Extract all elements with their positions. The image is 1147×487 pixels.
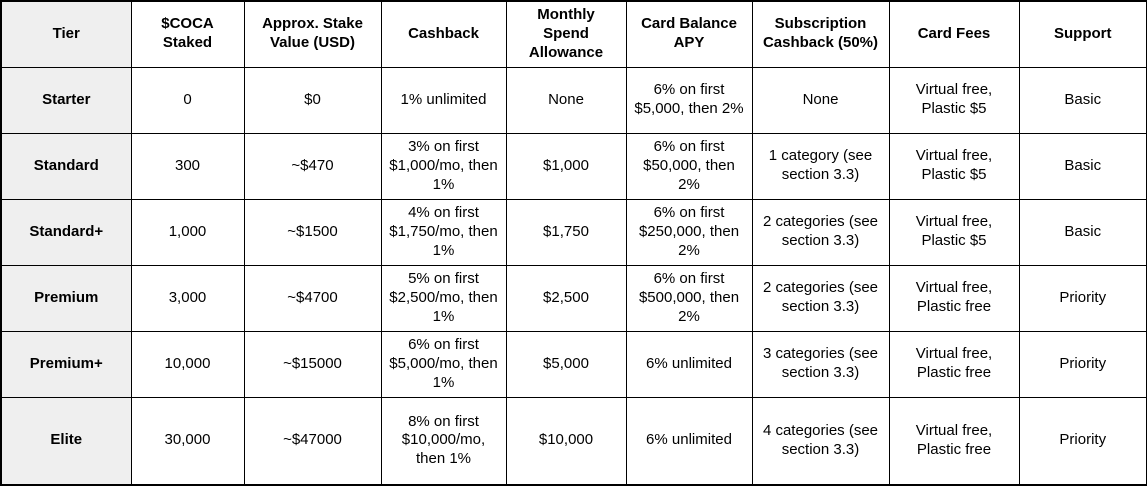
table-cell: $10,000 <box>505 396 627 486</box>
header-row: Tier $COCA Staked Approx. Stake Value (U… <box>0 0 1147 68</box>
table-cell: $0 <box>243 66 382 134</box>
table-cell: 3 categories (see section 3.3) <box>751 330 890 398</box>
table-cell: 6% on first $5,000/mo, then 1% <box>380 330 507 398</box>
table-cell: None <box>505 66 627 134</box>
table-cell: Virtual free, Plastic free <box>888 264 1020 332</box>
table-cell: 1,000 <box>130 198 245 266</box>
table-cell: 4% on first $1,750/mo, then 1% <box>380 198 507 266</box>
table-cell: 6% on first $50,000, then 2% <box>625 132 753 200</box>
column-header-card-balance-apy: Card Balance APY <box>625 0 753 68</box>
table-row-standard-plus: Standard+ 1,000 ~$1500 4% on first $1,75… <box>0 198 1147 266</box>
tier-cell: Premium <box>0 264 132 332</box>
table-cell: 2 categories (see section 3.3) <box>751 264 890 332</box>
table-row-starter: Starter 0 $0 1% unlimited None 6% on fir… <box>0 66 1147 134</box>
table-cell: Priority <box>1018 330 1147 398</box>
table-cell: 6% on first $5,000, then 2% <box>625 66 753 134</box>
table-row-premium: Premium 3,000 ~$4700 5% on first $2,500/… <box>0 264 1147 332</box>
table-cell: 6% unlimited <box>625 396 753 486</box>
table-cell: $1,000 <box>505 132 627 200</box>
table-cell: Virtual free, Plastic $5 <box>888 198 1020 266</box>
table-cell: Basic <box>1018 66 1147 134</box>
tier-cell: Starter <box>0 66 132 134</box>
table-cell: Virtual free, Plastic $5 <box>888 66 1020 134</box>
table-cell: 1% unlimited <box>380 66 507 134</box>
table-cell: None <box>751 66 890 134</box>
table-cell: $1,750 <box>505 198 627 266</box>
table-cell: Virtual free, Plastic free <box>888 396 1020 486</box>
table-cell: ~$47000 <box>243 396 382 486</box>
table-cell: 6% on first $250,000, then 2% <box>625 198 753 266</box>
table-cell: 5% on first $2,500/mo, then 1% <box>380 264 507 332</box>
tier-cell: Premium+ <box>0 330 132 398</box>
table-cell: $2,500 <box>505 264 627 332</box>
table-cell: Basic <box>1018 132 1147 200</box>
tier-cell: Standard+ <box>0 198 132 266</box>
table-cell: 3,000 <box>130 264 245 332</box>
table-cell: 1 category (see section 3.3) <box>751 132 890 200</box>
column-header-approx-stake-value: Approx. Stake Value (USD) <box>243 0 382 68</box>
table-cell: 2 categories (see section 3.3) <box>751 198 890 266</box>
table-cell: ~$15000 <box>243 330 382 398</box>
table-cell: $5,000 <box>505 330 627 398</box>
table-cell: Virtual free, Plastic $5 <box>888 132 1020 200</box>
table-cell: 3% on first $1,000/mo, then 1% <box>380 132 507 200</box>
table-cell: 6% unlimited <box>625 330 753 398</box>
table-cell: 6% on first $500,000, then 2% <box>625 264 753 332</box>
table-cell: ~$4700 <box>243 264 382 332</box>
table-cell: ~$1500 <box>243 198 382 266</box>
table-cell: Priority <box>1018 396 1147 486</box>
column-header-card-fees: Card Fees <box>888 0 1020 68</box>
table-cell: 4 categories (see section 3.3) <box>751 396 890 486</box>
table-cell: Basic <box>1018 198 1147 266</box>
table-row-premium-plus: Premium+ 10,000 ~$15000 6% on first $5,0… <box>0 330 1147 398</box>
table-cell: Priority <box>1018 264 1147 332</box>
tier-cell: Standard <box>0 132 132 200</box>
column-header-monthly-spend-allowance: Monthly Spend Allowance <box>505 0 627 68</box>
table-row-elite: Elite 30,000 ~$47000 8% on first $10,000… <box>0 396 1147 486</box>
column-header-tier: Tier <box>0 0 132 68</box>
table-cell: 30,000 <box>130 396 245 486</box>
table-row-standard: Standard 300 ~$470 3% on first $1,000/mo… <box>0 132 1147 200</box>
column-header-coca-staked: $COCA Staked <box>130 0 245 68</box>
column-header-cashback: Cashback <box>380 0 507 68</box>
tier-cell: Elite <box>0 396 132 486</box>
table-cell: 0 <box>130 66 245 134</box>
column-header-support: Support <box>1018 0 1147 68</box>
column-header-subscription-cashback: Subscription Cashback (50%) <box>751 0 890 68</box>
table-cell: 10,000 <box>130 330 245 398</box>
table-cell: ~$470 <box>243 132 382 200</box>
table-cell: Virtual free, Plastic free <box>888 330 1020 398</box>
table-cell: 300 <box>130 132 245 200</box>
table-cell: 8% on first $10,000/mo, then 1% <box>380 396 507 486</box>
